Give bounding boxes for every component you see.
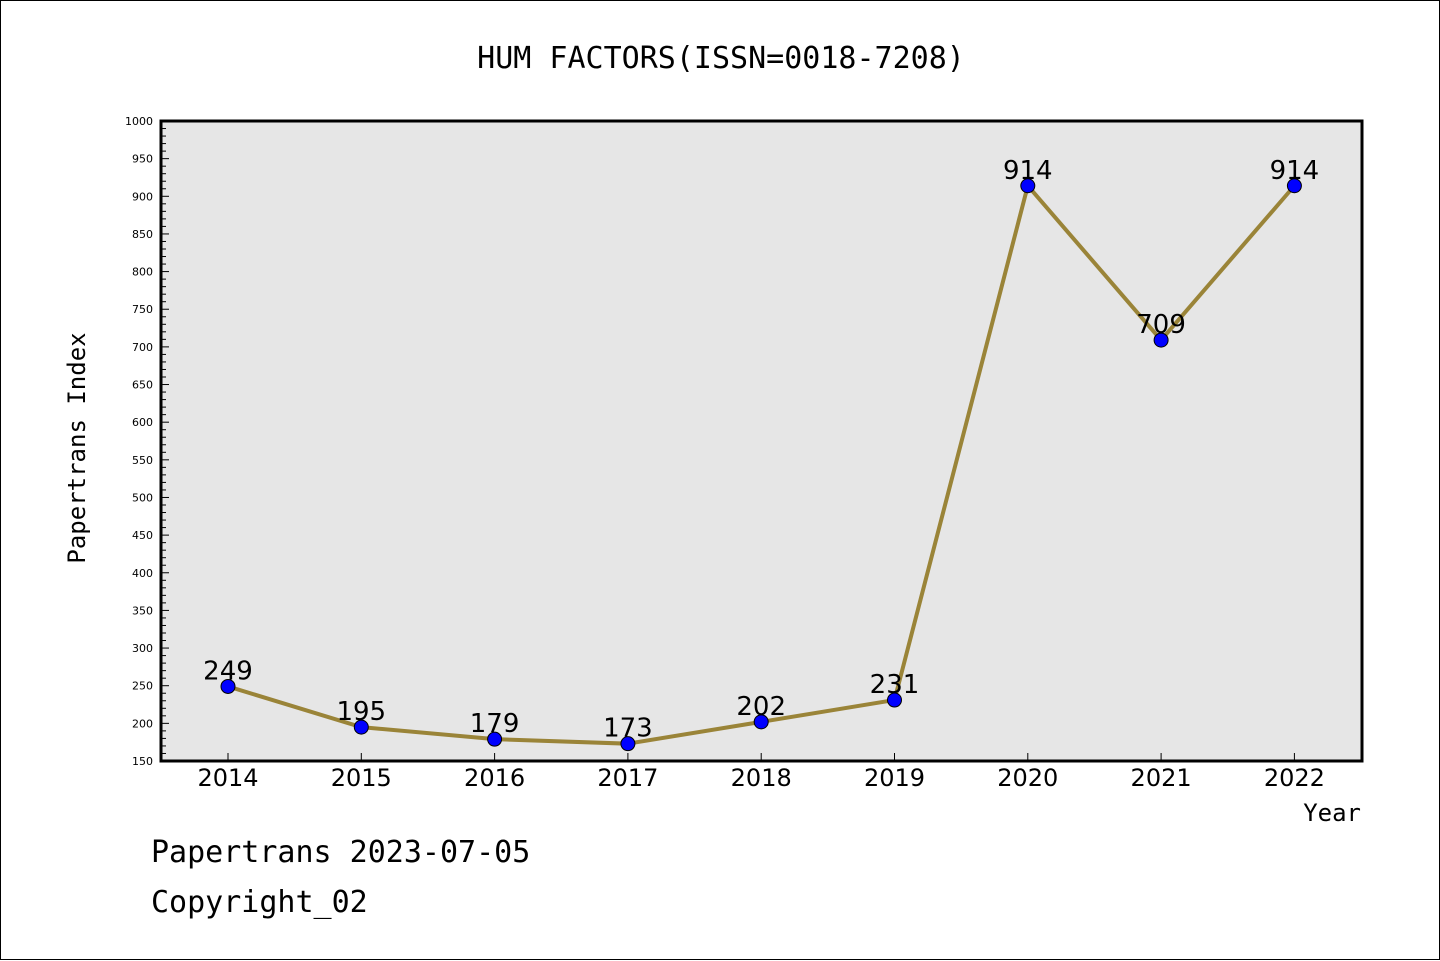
data-point [353,719,369,735]
data-label: 231 [870,670,920,700]
x-axis: 2014 2015 2016 2017 2018 2019 2020 2021 2022 [197,753,1325,792]
data-label: 195 [336,697,386,727]
x-tick-label: 2014 [197,764,258,792]
y-tick-label: 200 [132,717,153,730]
x-tick-label: 2019 [864,764,925,792]
y-tick-label: 600 [132,416,153,429]
y-tick-label: 650 [132,379,153,392]
footer-copyright-line: Copyright_02 [151,885,368,920]
x-tick-label: 2016 [464,764,525,792]
data-point [753,714,769,730]
x-axis-label: Year [1303,799,1361,827]
data-point [220,678,236,694]
y-tick-label: 300 [132,642,153,655]
data-label: 914 [1003,156,1053,186]
x-tick-label: 2021 [1131,764,1192,792]
y-tick-label: 750 [132,303,153,316]
data-label: 249 [203,656,253,686]
y-axis: 150 200 250 300 350 400 450 500 550 600 650 700 750 8… [125,115,169,768]
data-point [1286,178,1302,194]
y-axis-label: Papertrans Index [63,332,91,563]
x-tick-label: 2018 [731,764,792,792]
x-tick-label: 2022 [1264,764,1325,792]
data-point [1020,178,1036,194]
y-tick-label: 450 [132,529,153,542]
data-point [620,736,636,752]
x-tick-label: 2020 [997,764,1058,792]
y-tick-label: 400 [132,567,153,580]
footer-date-line: Papertrans 2023-07-05 [151,835,531,870]
data-label: 179 [470,709,520,739]
data-label: 202 [736,692,786,722]
data-point [487,731,503,747]
x-tick-label: 2015 [331,764,392,792]
y-tick-label: 700 [132,341,153,354]
y-tick-label: 550 [132,454,153,467]
y-tick-label: 500 [132,491,153,504]
y-tick-label: 350 [132,604,153,617]
series-markers [220,178,1302,752]
data-labels: 249 195 179 173 202 231 914 709 914 [203,156,1319,744]
x-tick-label: 2017 [597,764,658,792]
data-label: 709 [1136,310,1186,340]
data-label: 173 [603,714,653,744]
plot-area [159,119,1364,763]
data-point [887,692,902,708]
y-tick-label: 250 [132,680,153,693]
data-point [1153,332,1169,348]
y-tick-label: 1000 [125,115,153,128]
chart-title: HUM FACTORS(ISSN=0018-7208) [477,41,965,76]
y-tick-label: 800 [132,266,153,279]
data-label: 914 [1270,156,1320,186]
y-tick-label: 850 [132,228,153,241]
y-tick-label: 950 [132,153,153,166]
y-tick-label: 900 [132,190,153,203]
y-tick-label: 150 [132,755,153,768]
